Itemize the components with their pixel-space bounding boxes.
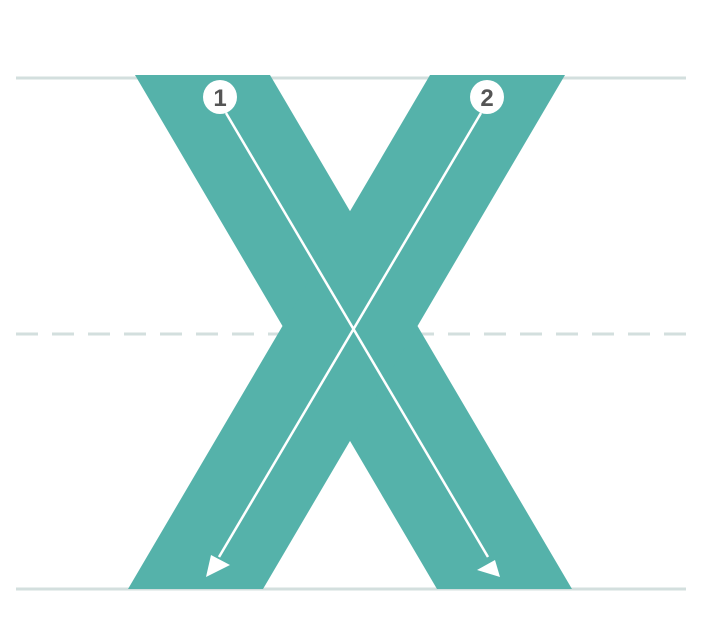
stroke-2-number: 2 (480, 85, 493, 112)
stroke-1-arrowhead (477, 560, 500, 577)
stroke-1-number: 1 (213, 85, 226, 112)
stroke-1-arrow-line (224, 112, 490, 558)
stroke-1-badge: 1 (203, 80, 237, 114)
stroke-2-arrow-line (217, 112, 483, 558)
stroke-2-badge: 2 (470, 80, 504, 114)
stroke-2-arrowhead (206, 555, 230, 577)
letter-stroke-2-shape (128, 75, 565, 589)
